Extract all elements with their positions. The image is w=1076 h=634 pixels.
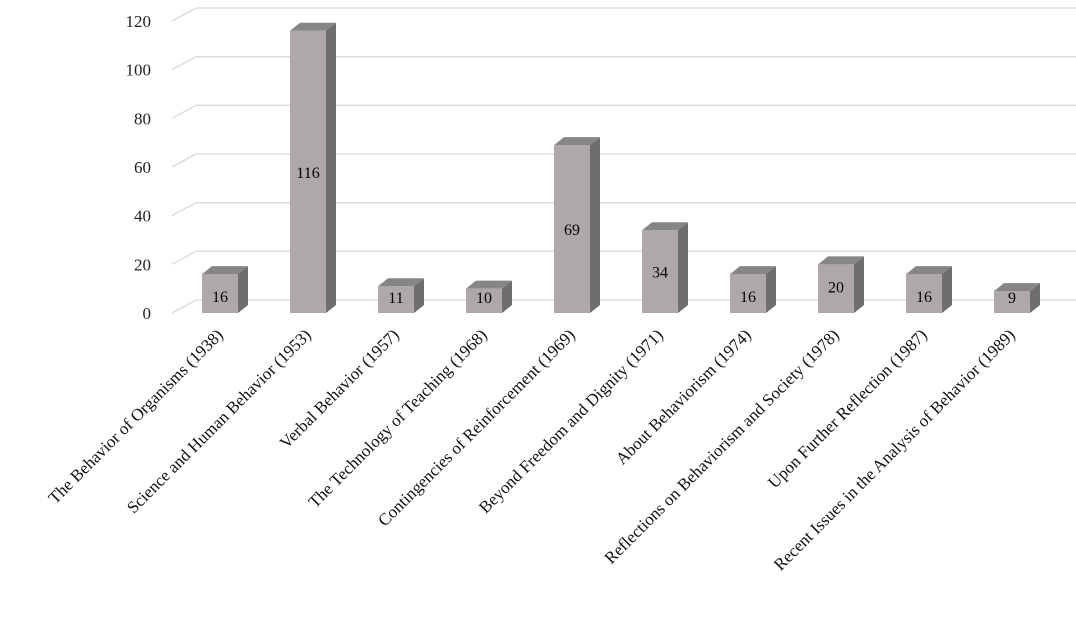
y-tick-label: 60 (134, 158, 151, 177)
bar-top (906, 266, 952, 275)
bar-front (290, 30, 326, 313)
gridline-diagonal (171, 250, 197, 265)
y-tick-label: 120 (126, 12, 152, 31)
bar-front (466, 288, 502, 313)
bar-front (994, 291, 1030, 313)
bar-top (466, 280, 512, 289)
gridline-diagonal (171, 153, 197, 168)
y-tick-label: 40 (134, 207, 151, 226)
data-label: 16 (916, 289, 932, 306)
data-label: 20 (828, 279, 844, 296)
bar (730, 266, 776, 313)
data-label: 9 (1008, 290, 1016, 307)
bar-top (730, 266, 776, 275)
bar-side (238, 266, 248, 313)
category-label: The Behavior of Organisms (1938) (45, 325, 227, 507)
bar-front (378, 286, 414, 313)
bar-front (818, 264, 854, 313)
bar-front (730, 274, 766, 313)
bar (290, 22, 336, 313)
bar-top (378, 278, 424, 287)
y-tick-label: 100 (126, 61, 152, 80)
y-tick-label: 0 (143, 304, 152, 323)
bar-side (766, 266, 776, 313)
bar (202, 266, 248, 313)
bar-top (642, 222, 688, 231)
bar (466, 280, 512, 313)
category-label: Upon Further Reflection (1987) (764, 325, 931, 492)
bar-top (290, 22, 336, 31)
data-label: 11 (388, 290, 403, 307)
bar (818, 256, 864, 313)
data-label: 16 (212, 289, 228, 306)
bar (906, 266, 952, 313)
y-axis-ticks: 0 20 40 60 80 100 120 (126, 12, 152, 323)
bar (554, 137, 600, 313)
gridline-diagonal (171, 202, 197, 217)
bar-front (642, 230, 678, 313)
bars (202, 22, 1040, 313)
bar-side (942, 266, 952, 313)
category-label: Beyond Freedom and Dignity (1971) (475, 325, 667, 517)
bar-side (678, 222, 688, 313)
category-labels: The Behavior of Organisms (1938)Science … (45, 325, 1019, 574)
bar-side (1030, 283, 1040, 313)
data-label: 116 (296, 165, 319, 182)
category-label: The Technology of Teaching (1968) (305, 325, 491, 511)
bar (642, 222, 688, 313)
bar-side (502, 280, 512, 313)
bar-top (994, 283, 1040, 292)
bar-side (414, 278, 424, 313)
bar-side (590, 137, 600, 313)
gridlines (171, 7, 1076, 314)
gridline-diagonal (171, 104, 197, 119)
bar-side (326, 22, 336, 313)
data-label: 34 (652, 265, 668, 282)
bar-top (818, 256, 864, 265)
bar (378, 278, 424, 313)
category-label: Science and Human Behavior (1953) (123, 325, 315, 517)
gridline-diagonal (171, 56, 197, 71)
bar-front (906, 274, 942, 313)
bar-front (202, 274, 238, 313)
data-label: 69 (564, 222, 580, 239)
bar-top (554, 137, 600, 146)
gridline-diagonal (171, 7, 197, 22)
data-labels: 16 116 11 10 69 34 16 20 16 9 (212, 165, 1016, 307)
bar-top (202, 266, 248, 275)
gridline-diagonal (171, 299, 197, 314)
category-label: Contingencies of Reinforcement (1969) (374, 325, 579, 530)
y-tick-label: 80 (134, 109, 151, 128)
data-label: 10 (476, 290, 492, 307)
bar-side (854, 256, 864, 313)
bar (994, 283, 1040, 313)
data-label: 16 (740, 289, 756, 306)
bar-front (554, 145, 590, 313)
y-tick-label: 20 (134, 255, 151, 274)
